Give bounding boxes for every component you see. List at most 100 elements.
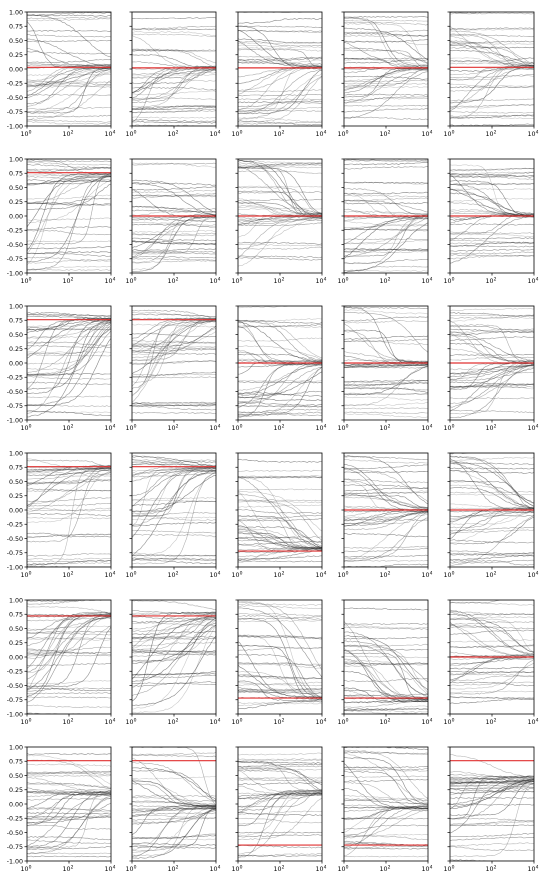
trace-line xyxy=(27,173,111,245)
trace-line xyxy=(27,466,111,485)
trace-line xyxy=(27,625,111,657)
trace-line xyxy=(238,69,322,114)
trace-line xyxy=(344,496,428,510)
trace-line xyxy=(344,481,428,511)
x-tick-exponent: 2 xyxy=(71,865,74,871)
y-tick-label: 0.00 xyxy=(9,507,23,514)
trace-line xyxy=(132,110,216,114)
trace-line xyxy=(238,411,322,417)
trace-line xyxy=(344,778,428,782)
trace-line xyxy=(344,411,428,414)
trace-line xyxy=(450,189,534,214)
trace-line xyxy=(27,815,111,821)
trace-group xyxy=(450,754,534,861)
trace-line xyxy=(238,769,322,794)
trace-line xyxy=(27,824,111,830)
trace-line xyxy=(238,689,322,693)
trace-line xyxy=(344,224,428,229)
trace-line xyxy=(132,216,216,255)
trace-line xyxy=(238,458,322,463)
trace-line xyxy=(450,796,534,799)
trace-line xyxy=(450,241,534,245)
trace-line xyxy=(27,468,111,471)
y-tick-label: -0.50 xyxy=(7,830,23,837)
trace-line xyxy=(132,402,216,405)
trace-line xyxy=(450,67,534,76)
trace-line xyxy=(450,317,534,323)
x-tick-exponent: 0 xyxy=(134,571,137,577)
trace-line xyxy=(132,223,216,228)
x-tick-exponent: 2 xyxy=(282,865,285,871)
trace-line xyxy=(450,66,534,104)
trace-line xyxy=(238,476,322,544)
trace-line xyxy=(238,791,322,808)
trace-line xyxy=(132,230,216,233)
trace-line xyxy=(238,688,322,694)
trace-line xyxy=(450,64,534,119)
trace-line xyxy=(450,616,534,619)
trace-line xyxy=(344,648,428,698)
trace-line xyxy=(27,84,111,88)
panel-r5-c4: 100 102 104 xyxy=(338,599,433,726)
trace-line xyxy=(450,241,534,248)
trace-line xyxy=(132,403,216,407)
trace-line xyxy=(450,114,534,118)
trace-line xyxy=(132,241,216,245)
trace-line xyxy=(344,335,428,340)
trace-line xyxy=(132,652,216,657)
trace-line xyxy=(238,360,322,375)
trace-group xyxy=(27,458,111,567)
trace-line xyxy=(27,335,111,339)
x-tick-exponent: 2 xyxy=(388,277,391,283)
trace-line xyxy=(132,467,216,538)
trace-line xyxy=(450,779,534,784)
x-tick-label: 102 xyxy=(486,424,497,433)
x-tick-exponent: 2 xyxy=(71,277,74,283)
trace-line xyxy=(238,160,322,218)
trace-line xyxy=(132,69,216,100)
trace-line xyxy=(238,89,322,93)
trace-line xyxy=(132,463,216,467)
trace-line xyxy=(27,616,111,655)
trace-line xyxy=(450,490,534,494)
trace-line xyxy=(132,650,216,653)
x-tick-exponent: 2 xyxy=(494,718,497,724)
y-tick-label: -0.25 xyxy=(7,228,23,235)
trace-line xyxy=(238,530,322,549)
trace-group xyxy=(27,753,111,858)
trace-line xyxy=(27,174,111,185)
trace-line xyxy=(450,312,534,317)
trace-line xyxy=(27,513,111,517)
trace-line xyxy=(27,93,111,96)
trace-line xyxy=(238,257,322,261)
trace-line xyxy=(132,780,216,806)
trace-line xyxy=(450,776,534,781)
trace-line xyxy=(450,666,534,670)
y-tick-label: 0.50 xyxy=(9,332,23,339)
trace-line xyxy=(450,821,534,826)
trace-line xyxy=(132,558,216,562)
y-tick-label: 0.50 xyxy=(9,185,23,192)
trace-line xyxy=(450,248,534,252)
trace-line xyxy=(450,209,534,216)
trace-line xyxy=(450,173,534,178)
trace-line xyxy=(27,617,111,622)
trace-line xyxy=(344,663,428,701)
x-tick-label: 104 xyxy=(105,865,116,874)
trace-line xyxy=(27,839,111,844)
trace-line xyxy=(27,318,111,331)
trace-line xyxy=(132,499,216,503)
trace-line xyxy=(450,49,534,64)
trace-line xyxy=(132,671,216,676)
trace-line xyxy=(132,810,216,825)
trace-line xyxy=(238,518,322,522)
trace-line xyxy=(344,687,428,703)
trace-line xyxy=(238,107,322,110)
trace-line xyxy=(132,616,216,680)
trace-line xyxy=(344,159,428,162)
trace-line xyxy=(27,330,111,377)
trace-line xyxy=(238,547,322,554)
trace-line xyxy=(344,775,428,778)
trace-line xyxy=(450,215,534,264)
